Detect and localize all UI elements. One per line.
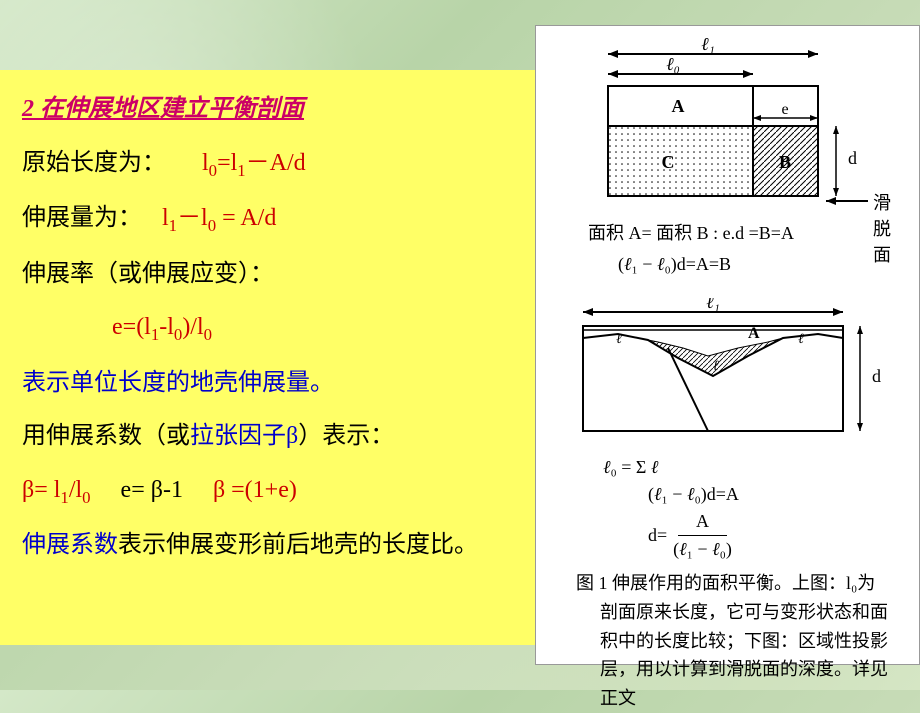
- line-extension-rate-formula: e=(l1-l0)/l0: [22, 311, 525, 346]
- text-panel: 2 在伸展地区建立平衡剖面 原始长度为： l0=l1－A/d 伸展量为： l1－…: [0, 70, 535, 645]
- slip-surface-label: 滑脱面: [873, 189, 908, 267]
- svg-text:B: B: [779, 152, 791, 172]
- bottom-eq3: d= A (ℓ₁ − ℓ₀): [548, 508, 907, 563]
- svg-text:C: C: [662, 152, 675, 172]
- part-c: ）表示：: [298, 423, 394, 449]
- top-eq2: (ℓ₁ − ℓ₀)d=A=B: [548, 251, 907, 278]
- svg-text:e: e: [781, 101, 788, 118]
- part-a: 用伸展系数（或: [22, 423, 190, 449]
- svg-text:ℓ: ℓ: [616, 332, 622, 347]
- formula: l1－l0 = A/d: [162, 205, 276, 231]
- label: 原始长度为：: [22, 150, 166, 176]
- formula: e=(l1-l0)/l0: [112, 314, 212, 340]
- svg-text:ℓ₁: ℓ₁: [701, 36, 715, 54]
- line-unit-length-desc: 表示单位长度的地壳伸展量。: [22, 367, 525, 401]
- eq3-num: A: [678, 508, 727, 536]
- desc: 表示伸展变形前后地壳的长度比。: [118, 532, 478, 558]
- line-coef-desc: 伸展系数表示伸展变形前后地壳的长度比。: [22, 529, 525, 563]
- top-diagram-svg: ℓ₁ ℓ₀ A C B e: [548, 36, 908, 216]
- label: 伸展量为：: [22, 205, 142, 231]
- line-original-length: 原始长度为： l0=l1－A/d: [22, 147, 525, 182]
- svg-text:ℓ: ℓ: [798, 332, 804, 347]
- bottom-eq1: ℓ₀ = Σ ℓ: [548, 454, 907, 481]
- bottom-diagram-svg: ℓ₁ A ℓ ℓ ℓ d: [548, 298, 908, 448]
- formula-e: e= β-1: [121, 474, 183, 509]
- top-diagram: ℓ₁ ℓ₀ A C B e: [548, 36, 908, 216]
- term: 伸展系数: [22, 532, 118, 558]
- svg-text:A: A: [672, 96, 685, 116]
- eq3-den: (ℓ₁ − ℓ₀): [673, 536, 732, 563]
- svg-text:ℓ₀: ℓ₀: [666, 54, 680, 74]
- bottom-diagram: ℓ₁ A ℓ ℓ ℓ d: [548, 298, 908, 448]
- formula-beta2: β =(1+e): [213, 474, 297, 509]
- line-extension-rate-label: 伸展率（或伸展应变）：: [22, 258, 525, 292]
- svg-text:ℓ₁: ℓ₁: [706, 298, 720, 312]
- svg-text:d: d: [848, 148, 857, 168]
- svg-text:ℓ: ℓ: [713, 359, 719, 374]
- formula-beta: β= l1/l0: [22, 474, 91, 509]
- line-beta-formulas: β= l1/l0 e= β-1 β =(1+e): [22, 474, 525, 509]
- svg-text:d: d: [872, 366, 881, 386]
- figure-panel: ℓ₁ ℓ₀ A C B e: [535, 25, 920, 665]
- section-heading: 2 在伸展地区建立平衡剖面: [22, 88, 525, 123]
- figure-caption: 图 1 伸展作用的面积平衡。上图：l₀为剖面原来长度，它可与变形状态和面积中的长…: [572, 563, 907, 713]
- part-b: 拉张因子β: [190, 423, 298, 449]
- formula: l0=l1－A/d: [202, 150, 306, 176]
- top-eq1: 面积 A= 面积 B : e.d =B=A: [548, 220, 907, 247]
- line-extension-coef-label: 用伸展系数（或拉张因子β）表示：: [22, 420, 525, 454]
- line-extension-amount: 伸展量为： l1－l0 = A/d: [22, 202, 525, 237]
- eq3-lhs: d=: [648, 522, 667, 549]
- svg-text:A: A: [748, 325, 760, 342]
- bottom-eq2: (ℓ₁ − ℓ₀)d=A: [548, 481, 907, 508]
